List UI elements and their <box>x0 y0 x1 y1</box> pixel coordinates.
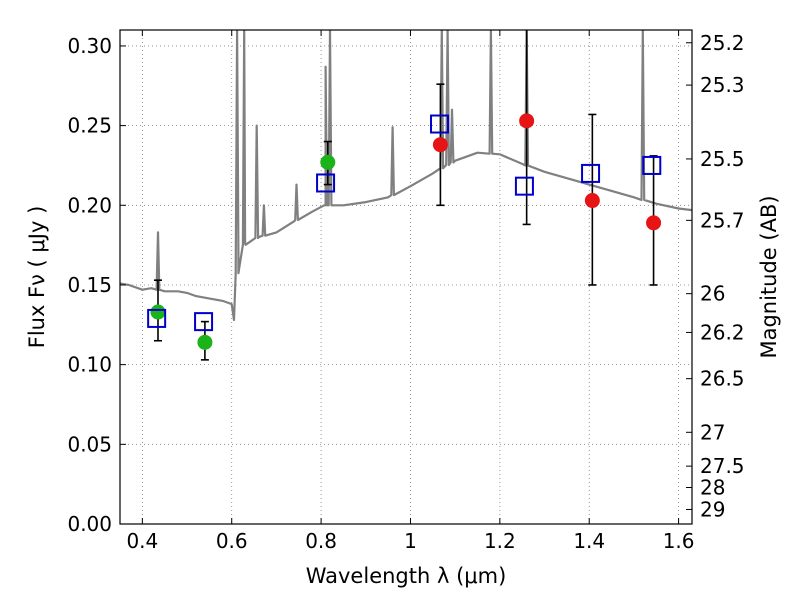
point-layer <box>150 113 662 350</box>
model-spectrum-line <box>120 30 692 322</box>
axes-frame <box>119 29 693 525</box>
model-band-square <box>642 155 662 175</box>
red-data-point <box>519 113 535 129</box>
model-band-square <box>430 114 450 134</box>
mag-tick-label: 25.5 <box>700 147 745 171</box>
red-data-point <box>432 137 448 153</box>
y-tick-label: 0.30 <box>67 34 112 58</box>
mag-tick-label: 25.7 <box>700 208 745 232</box>
mag-tick-label: 25.3 <box>700 73 745 97</box>
y-tick-label: 0.15 <box>67 273 112 297</box>
x-tick-label: 0.6 <box>216 529 248 553</box>
y-tick-label: 0.10 <box>67 353 112 377</box>
model-band-square <box>316 173 336 193</box>
spectrum-layer <box>120 30 692 322</box>
x-tick-label: 1.6 <box>663 529 695 553</box>
mag-tick-label: 29 <box>700 497 725 521</box>
mag-tick-label: 28 <box>700 475 725 499</box>
green-data-point <box>197 334 213 350</box>
y-tick-label: 0.25 <box>67 114 112 138</box>
mag-tick-label: 27.5 <box>700 454 745 478</box>
plot-frame <box>119 29 693 525</box>
model-band-square <box>581 163 601 183</box>
model-band-square <box>514 176 534 196</box>
x-tick-label: 1 <box>404 529 417 553</box>
y-tick-label: 0.20 <box>67 193 112 217</box>
y-tick-label: 0.05 <box>67 432 112 456</box>
x-tick-label: 0.4 <box>126 529 158 553</box>
x-tick-label: 0.8 <box>305 529 337 553</box>
green-data-point <box>150 304 166 320</box>
y-axis-title: Flux Fν ( μJy ) <box>25 206 49 349</box>
tick-layer: 0.4 0.6 0.8 1 1.2 1.4 1.6 0.00 0.05 0.10 0.15 0.20 0… <box>67 30 745 553</box>
red-data-point <box>646 215 662 231</box>
mag-tick-label: 25.2 <box>700 31 745 55</box>
x-tick-label: 1.2 <box>484 529 516 553</box>
y-tick-label: 0.00 <box>67 512 112 536</box>
square-layer <box>147 114 662 332</box>
x-tick-label: 1.4 <box>573 529 605 553</box>
mag-tick-label: 26.5 <box>700 367 745 391</box>
mag-tick-label: 26 <box>700 282 725 306</box>
mag-tick-label: 27 <box>700 420 725 444</box>
errorbar-layer <box>153 30 658 361</box>
model-band-square <box>147 308 167 328</box>
y2-axis-title: Magnitude (AB) <box>757 195 781 358</box>
model-band-square <box>194 312 214 332</box>
x-axis-title: Wavelength λ (μm) <box>306 564 507 588</box>
mag-tick-label: 26.2 <box>700 320 745 344</box>
red-data-point <box>584 193 600 209</box>
green-data-point <box>320 154 336 170</box>
grid <box>120 30 692 525</box>
